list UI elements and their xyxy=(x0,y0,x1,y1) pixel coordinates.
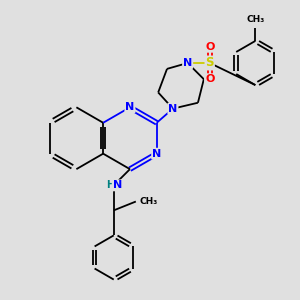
Text: N: N xyxy=(183,58,192,68)
Text: O: O xyxy=(205,74,214,84)
Text: S: S xyxy=(206,56,214,70)
Text: CH₃: CH₃ xyxy=(246,15,265,24)
Text: N: N xyxy=(152,149,161,159)
Text: N: N xyxy=(113,180,122,190)
Text: CH₃: CH₃ xyxy=(140,197,158,206)
Text: O: O xyxy=(205,42,214,52)
Text: N: N xyxy=(125,102,135,112)
Text: N: N xyxy=(168,103,178,114)
Text: H: H xyxy=(106,180,114,190)
